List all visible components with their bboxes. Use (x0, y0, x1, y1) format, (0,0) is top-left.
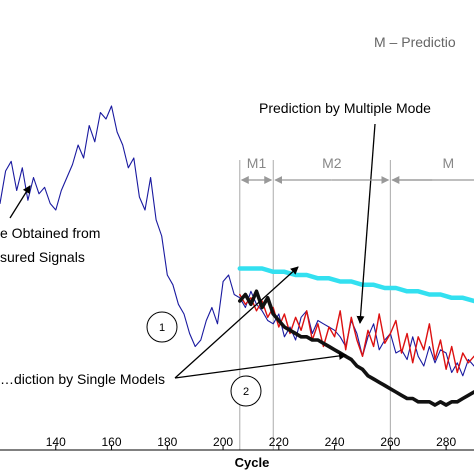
x-tick-label-140: 140 (46, 435, 66, 449)
arrow-single-model-1 (174, 266, 299, 379)
arrow-single-model-2 (174, 351, 347, 379)
x-tick-label-180: 180 (157, 435, 177, 449)
x-axis-label: Cycle (235, 455, 270, 470)
obtained-label-line1: e Obtained from (0, 225, 100, 241)
circle-markers: 12 (146, 311, 262, 407)
arrow-obtained (9, 185, 31, 219)
region-label-m: M (443, 155, 455, 171)
circle-label-2: 2 (243, 386, 249, 398)
annotation-layer (9, 123, 376, 379)
x-tick-label-260: 260 (380, 435, 400, 449)
arrow-multi-model (356, 123, 376, 324)
series-line-0 (0, 105, 474, 377)
region-label-m1: M1 (247, 155, 267, 171)
multi-model-label: Prediction by Multiple Mode (259, 100, 431, 116)
tick-layer: 140 160 180 200 220 240 260 280 (46, 435, 456, 450)
circle-marker-2 (230, 375, 262, 407)
circle-marker-1 (146, 311, 178, 343)
x-tick-label-220: 220 (269, 435, 289, 449)
model-region-brackets: M1 M2 M (240, 155, 474, 184)
region-label-m2: M2 (322, 155, 342, 171)
series-line-3 (237, 266, 474, 304)
x-tick-label-160: 160 (102, 435, 122, 449)
x-tick-label-240: 240 (325, 435, 345, 449)
obtained-label-line2: sured Signals (0, 249, 85, 265)
legend-note: M – Predictio (374, 34, 456, 50)
circle-label-1: 1 (159, 322, 165, 334)
series-line-2 (238, 289, 474, 407)
x-tick-label-200: 200 (213, 435, 233, 449)
single-model-label: …diction by Single Models (0, 371, 165, 387)
series-layer (0, 105, 474, 407)
series-line-1 (239, 293, 474, 374)
x-tick-label-280: 280 (436, 435, 456, 449)
